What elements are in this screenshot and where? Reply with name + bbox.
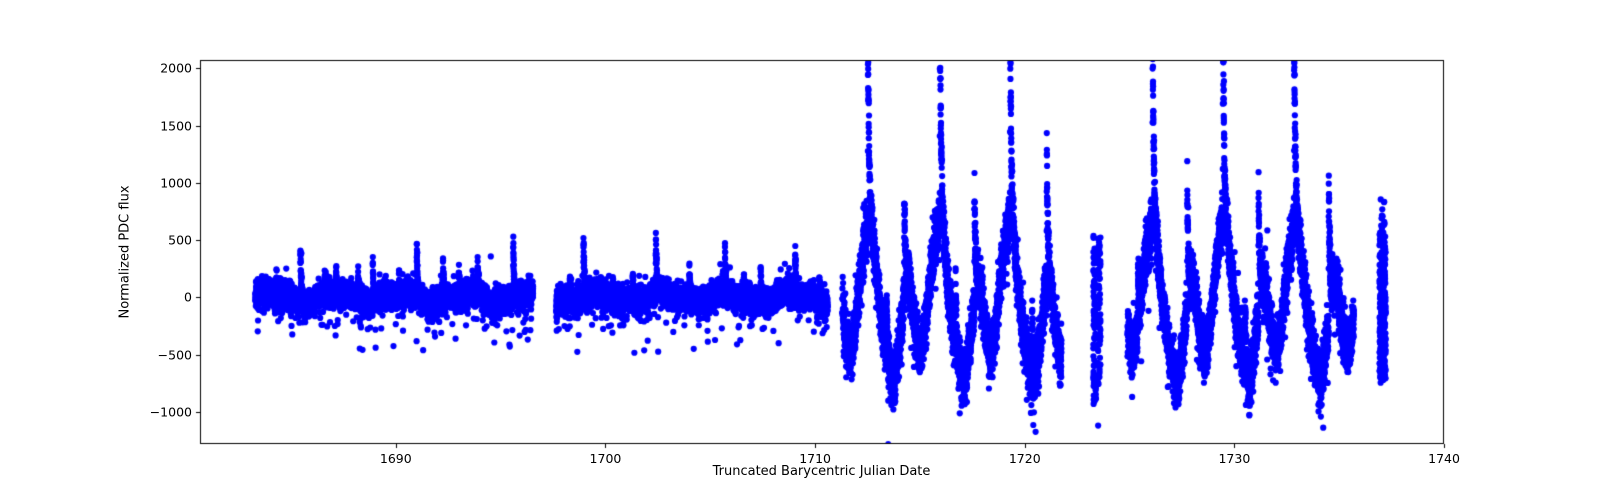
y-tick-label--500: −500 <box>157 347 192 363</box>
x-tick-label-1720: 1720 <box>1008 451 1041 466</box>
x-tick-label-1730: 1730 <box>1218 451 1251 466</box>
x-tick-label-1740: 1740 <box>1428 451 1460 466</box>
y-tick-label-1000: 1000 <box>160 175 192 191</box>
x-tick-label-1700: 1700 <box>589 451 622 466</box>
x-tick-label-1690: 1690 <box>379 451 412 466</box>
y-axis-label: Normalized PDC flux <box>117 184 133 319</box>
y-tick-label--1000: −1000 <box>149 404 192 420</box>
y-tick-label-500: 500 <box>168 232 192 248</box>
y-tick-label-0: 0 <box>184 289 192 305</box>
y-tick-label-2000: 2000 <box>160 60 192 76</box>
y-tick-label-1500: 1500 <box>160 118 192 133</box>
x-axis-label: Truncated Barycentric Julian Date <box>712 464 931 479</box>
x-tick-label-1710: 1710 <box>799 451 831 466</box>
